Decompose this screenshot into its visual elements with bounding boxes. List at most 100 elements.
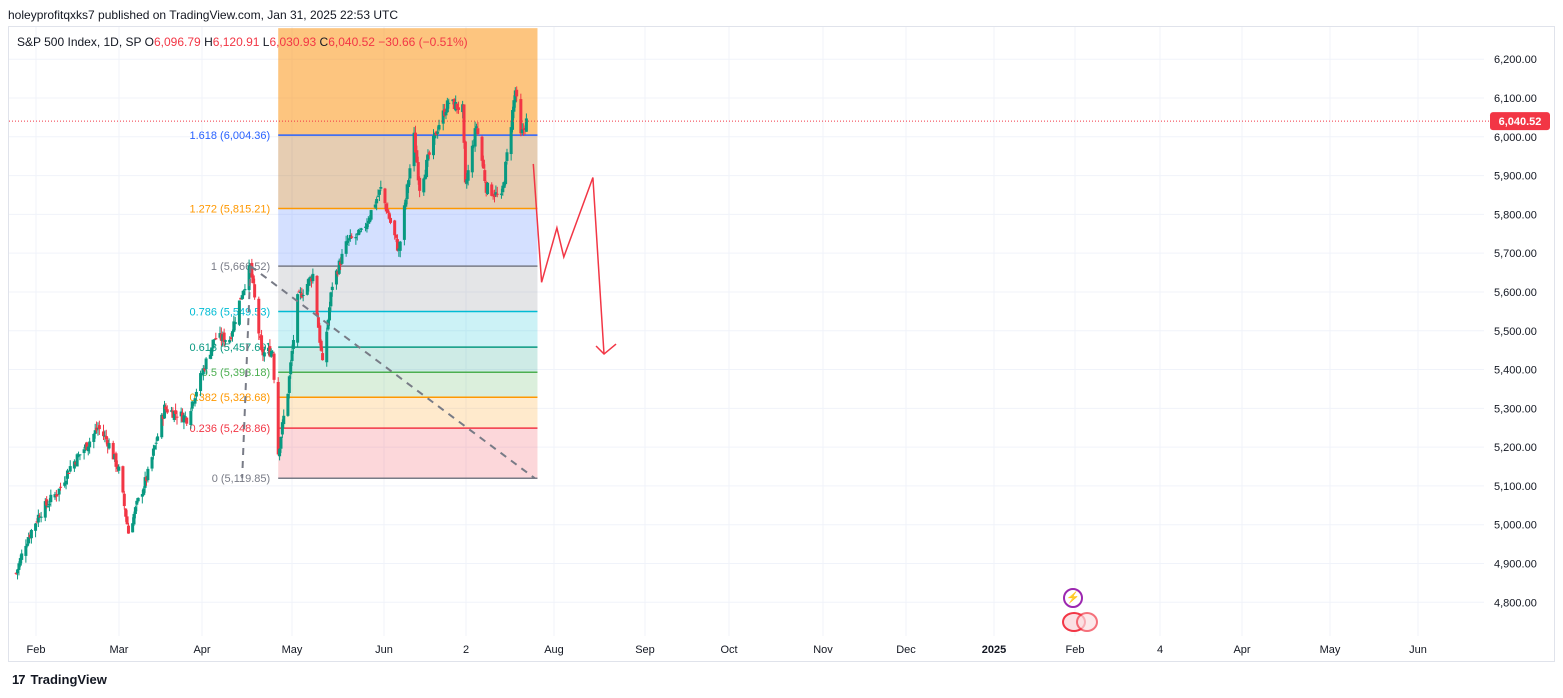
y-tick-label: 6,000.00 [1494,132,1537,144]
candle-body [325,331,329,363]
open-label: O [144,35,154,49]
candle-body [474,126,478,128]
candle-body [72,461,76,469]
candle-body [278,448,282,457]
candle-body [426,154,430,161]
candle-body [511,110,515,130]
candle-body [200,373,204,375]
candle-body [36,514,40,523]
candle-body [296,294,300,343]
candle-body [39,516,43,518]
fib-band [278,208,538,267]
candle-body [111,442,115,460]
candle-body [384,204,388,212]
candle-body [501,185,505,193]
candle-body [346,240,350,243]
candle-body [257,298,261,334]
low-value: 6,030.93 [269,35,317,49]
chart-frame[interactable] [8,26,1555,662]
y-tick-label: 4,800.00 [1494,597,1537,609]
x-tick-label: Feb [27,644,46,656]
chart-canvas[interactable]: 4,800.00 4,900.00 5,000.00 5,100.00 5,200.00… [0,0,1563,665]
candle-body [124,508,128,517]
candle-body [222,332,226,343]
y-tick-label: 5,500.00 [1494,326,1537,338]
last-price-label: 6,040.52 [1499,116,1542,128]
candle-body [77,454,81,457]
candle-body [54,494,58,497]
candle-body [165,409,169,413]
candle-body [16,569,20,574]
candle-body [473,128,477,147]
candle-body [45,499,49,506]
candle-body [386,209,390,213]
candle-body [194,391,198,397]
candle-body [164,406,168,410]
candle-body [316,317,320,328]
tradingview-footer[interactable]: 17 TradingView [12,672,107,687]
candle-body [183,416,187,418]
candle-body [224,340,228,342]
candle-body [232,321,236,332]
candle-body [321,353,325,361]
candle-body [305,284,309,295]
open-value: 6,096.79 [154,35,201,49]
candle-body [318,325,322,343]
y-tick-label: 5,200.00 [1494,442,1537,454]
candle-body [289,362,293,375]
candle-body [276,381,280,455]
candle-body [407,180,411,187]
candle-body [441,110,445,124]
candle-body [455,103,459,109]
economic-event-icon-stack[interactable] [1076,612,1098,632]
candle-body [261,349,265,356]
x-tick-label: Oct [720,644,737,656]
candle-body [107,443,111,449]
candle-body [287,376,291,393]
candle-body [117,466,121,471]
fib-level-label: 1 (5,666.52) [211,261,270,273]
candle-body [193,398,197,404]
x-tick-label: Mar [110,644,129,656]
candle-body [46,505,50,507]
candle-body [389,217,393,223]
candle-body [463,141,467,183]
x-tick-label: Jun [375,644,393,656]
candle-body [253,284,257,298]
candle-body [160,414,164,438]
candle-body [369,210,373,220]
x-tick-label: 2 [463,644,469,656]
x-tick-label: Dec [896,644,916,656]
candle-body [82,449,86,454]
candle-body [337,260,341,274]
candle-body [243,289,247,291]
candle-body [509,127,513,155]
candle-body [260,335,264,351]
candle-body [114,453,118,467]
candle-body [172,411,176,420]
candle-body [359,228,363,230]
y-tick-label: 5,600.00 [1494,287,1537,299]
candle-body [122,493,126,507]
y-tick-label: 5,900.00 [1494,171,1537,183]
candle-body [445,100,449,113]
x-tick-label: Sep [635,644,655,656]
candle-body [408,168,412,179]
y-tick-label: 6,200.00 [1494,54,1537,66]
candle-body [504,161,508,185]
candle-body [136,497,140,502]
x-tick-label: Feb [1066,644,1085,656]
candle-body [301,294,305,296]
candle-body [190,401,194,409]
symbol-label[interactable]: S&P 500 Index, 1D, SP [17,35,142,49]
last-price-tag [1490,112,1550,131]
candle-body [150,457,154,469]
candle-body [456,107,460,110]
y-tick-label: 5,000.00 [1494,520,1537,532]
candle-body [88,441,92,448]
candle-body [470,145,474,173]
candle-body [340,253,344,264]
candle-body [354,237,358,239]
fib-band [278,397,538,429]
news-event-icon[interactable]: ⚡ [1063,588,1083,608]
